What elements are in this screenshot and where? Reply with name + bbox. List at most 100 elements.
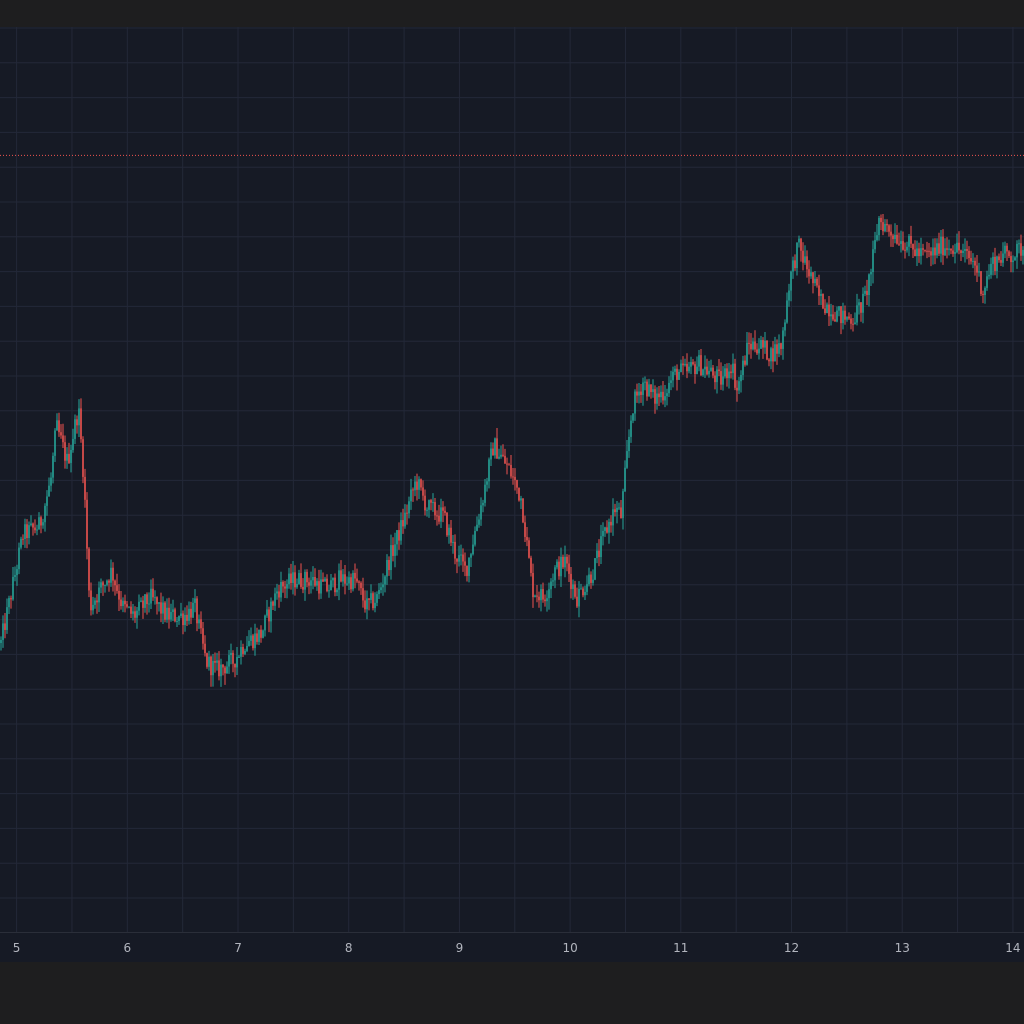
candle-body (204, 643, 206, 654)
candle-body (98, 587, 100, 603)
candle-body (906, 246, 908, 251)
candle-body (184, 614, 186, 626)
candle-body (736, 387, 738, 391)
candle-body (560, 556, 562, 577)
candle-body (676, 368, 678, 380)
candle-body (336, 589, 338, 593)
x-tick-label: 14 (1005, 941, 1020, 955)
candle-body (194, 598, 196, 603)
candle-body (276, 591, 278, 594)
candle-body (678, 371, 680, 380)
candle-body (208, 656, 210, 667)
candle-body (714, 375, 716, 383)
candle-body (798, 238, 800, 243)
candle-body (728, 371, 730, 379)
candle-body (464, 561, 466, 566)
candle-body (868, 274, 870, 296)
candle-body (58, 420, 60, 433)
candle-body (536, 595, 538, 597)
candle-body (198, 619, 200, 624)
candle-body (528, 540, 530, 558)
candle-body (100, 582, 102, 588)
candle-body (376, 594, 378, 603)
candle-body (470, 554, 472, 558)
candle-body (806, 256, 808, 270)
candle-body (462, 554, 464, 562)
x-tick-label: 7 (234, 941, 242, 955)
candle-body (460, 554, 462, 556)
candle-body (782, 330, 784, 349)
candle-body (414, 481, 416, 491)
candle-body (36, 529, 38, 531)
candle-body (662, 391, 664, 401)
candle-body (46, 496, 48, 506)
chart-area[interactable]: 5 6 7 8 9 10 11 12 13 14 (0, 27, 1024, 962)
candle-body (142, 600, 144, 608)
candle-body (74, 419, 76, 439)
candle-body (874, 240, 876, 250)
candle-body (776, 344, 778, 354)
candle-body (786, 300, 788, 323)
candle-body (608, 521, 610, 533)
candle-body (322, 579, 324, 582)
candle-body (190, 608, 192, 618)
candle-body (640, 391, 642, 395)
candle-body (232, 652, 234, 664)
candle-body (396, 530, 398, 545)
candle-body (886, 223, 888, 226)
x-tick-label: 5 (13, 941, 21, 955)
candle-body (666, 393, 668, 397)
candle-body (472, 544, 474, 555)
candle-body (4, 623, 6, 630)
candle-body (546, 598, 548, 602)
candle-body (316, 581, 318, 586)
candle-body (504, 455, 506, 464)
candle-body (406, 512, 408, 514)
candle-body (822, 293, 824, 309)
candle-body (644, 381, 646, 383)
candle-body (444, 510, 446, 513)
candle-body (512, 476, 514, 478)
candle-body (410, 489, 412, 502)
candle-body (826, 304, 828, 314)
candle-body (600, 536, 602, 558)
candle-body (532, 572, 534, 598)
candle-body (682, 363, 684, 366)
candle-body (830, 314, 832, 317)
candle-body (6, 607, 8, 630)
candle-body (816, 278, 818, 286)
candle-body (506, 463, 508, 465)
candle-body (24, 524, 26, 539)
candle-body (700, 355, 702, 376)
x-tick-label: 9 (456, 941, 464, 955)
candle-body (236, 657, 238, 668)
candle-body (348, 577, 350, 584)
candle-body (294, 572, 296, 588)
candle-body (838, 306, 840, 311)
candle-body (944, 248, 946, 256)
candle-body (434, 502, 436, 516)
candle-body (980, 271, 982, 294)
candle-body (154, 597, 156, 599)
candle-body (630, 420, 632, 437)
candle-body (110, 567, 112, 583)
candle-body (216, 660, 218, 663)
candle-body (312, 576, 314, 581)
candle-body (988, 274, 990, 277)
candle-body (246, 646, 248, 651)
candle-body (624, 467, 626, 492)
candle-body (32, 523, 34, 528)
candle-body (66, 453, 68, 461)
candle-body (606, 527, 608, 533)
candle-body (712, 367, 714, 376)
candle-body (1012, 260, 1014, 263)
candle-body (828, 304, 830, 317)
candle-body (784, 322, 786, 331)
candlestick-chart[interactable]: 5 6 7 8 9 10 11 12 13 14 (0, 27, 1024, 962)
candle-body (840, 306, 842, 324)
candle-body (266, 609, 268, 616)
candle-body (196, 598, 198, 624)
candle-body (664, 396, 666, 401)
candle-body (668, 382, 670, 394)
candle-body (1014, 257, 1016, 261)
